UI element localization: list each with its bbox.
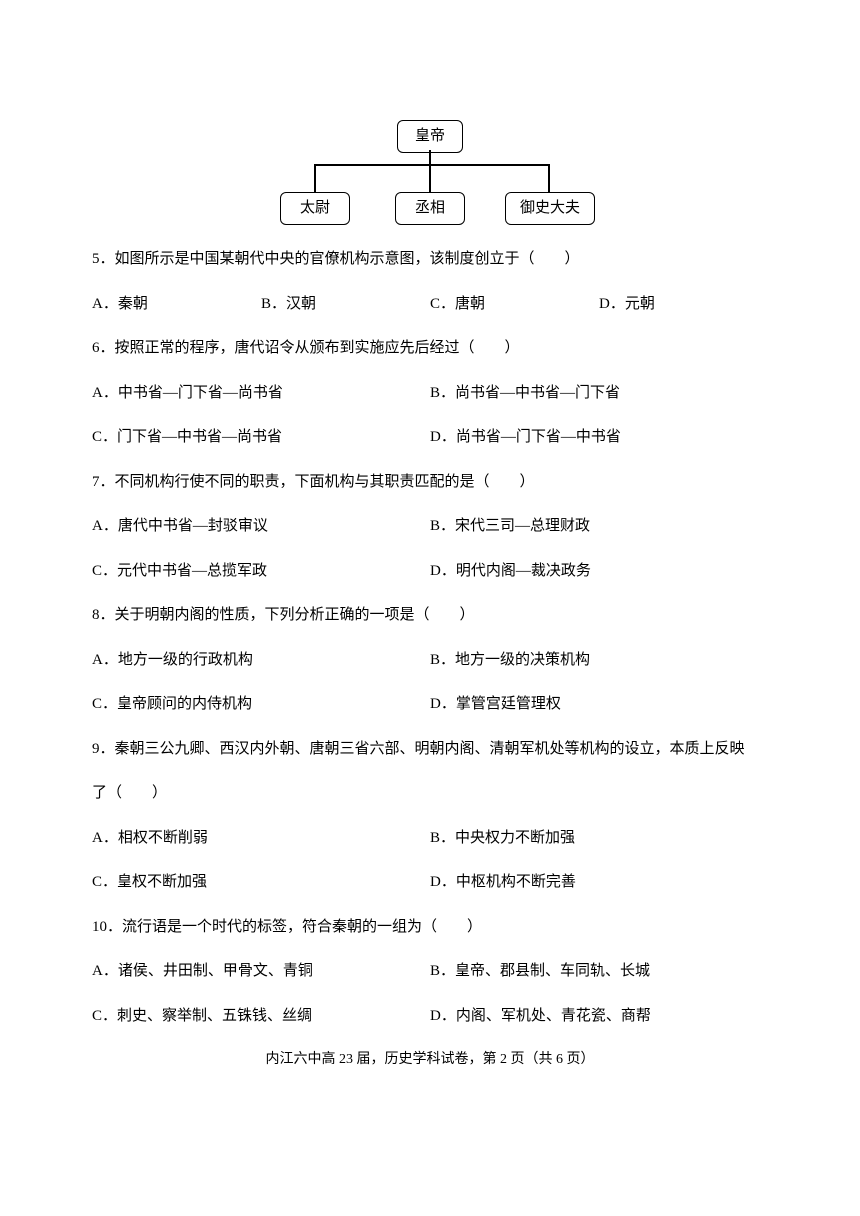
question-5-options: A．秦朝 B．汉朝 C．唐朝 D．元朝 — [92, 293, 768, 316]
option-6d: D．尚书省—门下省—中书省 — [430, 426, 768, 449]
question-6-options-row1: A．中书省—门下省—尚书省 B．尚书省—中书省—门下省 — [92, 382, 768, 405]
diagram-node-top: 皇帝 — [397, 120, 463, 153]
option-6b: B．尚书省—中书省—门下省 — [430, 382, 768, 405]
option-6a: A．中书省—门下省—尚书省 — [92, 382, 430, 405]
diagram-connector — [548, 164, 550, 192]
option-9d: D．中枢机构不断完善 — [430, 871, 768, 894]
option-6c: C．门下省—中书省—尚书省 — [92, 426, 430, 449]
question-10-options-row2: C．刺史、察举制、五铢钱、丝绸 D．内阁、军机处、青花瓷、商帮 — [92, 1005, 768, 1028]
option-5c: C．唐朝 — [430, 293, 599, 316]
question-8-text: 8．关于明朝内阁的性质，下列分析正确的一项是（ ） — [92, 604, 768, 627]
option-5b: B．汉朝 — [261, 293, 430, 316]
question-9-text-line2: 了（ ） — [92, 782, 768, 805]
question-7-options-row1: A．唐代中书省—封驳审议 B．宋代三司—总理财政 — [92, 515, 768, 538]
diagram-connector — [314, 164, 550, 166]
question-9-text-line1: 9．秦朝三公九卿、西汉内外朝、唐朝三省六部、明朝内阁、清朝军机处等机构的设立，本… — [92, 738, 768, 761]
option-9b: B．中央权力不断加强 — [430, 827, 768, 850]
question-6-text: 6．按照正常的程序，唐代诏令从颁布到实施应先后经过（ ） — [92, 337, 768, 360]
question-10-options-row1: A．诸侯、井田制、甲骨文、青铜 B．皇帝、郡县制、车同轨、长城 — [92, 960, 768, 983]
diagram-node-mid: 丞相 — [395, 192, 465, 225]
option-5d: D．元朝 — [599, 293, 768, 316]
option-8c: C．皇帝顾问的内侍机构 — [92, 693, 430, 716]
option-10d: D．内阁、军机处、青花瓷、商帮 — [430, 1005, 768, 1028]
option-7c: C．元代中书省—总揽军政 — [92, 560, 430, 583]
question-9-options-row1: A．相权不断削弱 B．中央权力不断加强 — [92, 827, 768, 850]
question-10-text: 10．流行语是一个时代的标签，符合秦朝的一组为（ ） — [92, 916, 768, 939]
option-10a: A．诸侯、井田制、甲骨文、青铜 — [92, 960, 430, 983]
option-8a: A．地方一级的行政机构 — [92, 649, 430, 672]
org-diagram: 皇帝 太尉 丞相 御史大夫 — [250, 120, 610, 230]
diagram-connector — [429, 164, 431, 192]
question-8-options-row1: A．地方一级的行政机构 B．地方一级的决策机构 — [92, 649, 768, 672]
option-10c: C．刺史、察举制、五铢钱、丝绸 — [92, 1005, 430, 1028]
question-7-options-row2: C．元代中书省—总揽军政 D．明代内阁—裁决政务 — [92, 560, 768, 583]
option-7a: A．唐代中书省—封驳审议 — [92, 515, 430, 538]
option-7b: B．宋代三司—总理财政 — [430, 515, 768, 538]
diagram-node-left: 太尉 — [280, 192, 350, 225]
diagram-connector — [429, 150, 431, 164]
option-8b: B．地方一级的决策机构 — [430, 649, 768, 672]
question-9-options-row2: C．皇权不断加强 D．中枢机构不断完善 — [92, 871, 768, 894]
option-9c: C．皇权不断加强 — [92, 871, 430, 894]
question-8-options-row2: C．皇帝顾问的内侍机构 D．掌管宫廷管理权 — [92, 693, 768, 716]
option-9a: A．相权不断削弱 — [92, 827, 430, 850]
option-8d: D．掌管宫廷管理权 — [430, 693, 768, 716]
page-footer: 内江六中高 23 届，历史学科试卷，第 2 页（共 6 页） — [92, 1049, 768, 1070]
option-10b: B．皇帝、郡县制、车同轨、长城 — [430, 960, 768, 983]
option-7d: D．明代内阁—裁决政务 — [430, 560, 768, 583]
diagram-node-right: 御史大夫 — [505, 192, 595, 225]
option-5a: A．秦朝 — [92, 293, 261, 316]
question-5-text: 5．如图所示是中国某朝代中央的官僚机构示意图，该制度创立于（ ） — [92, 248, 768, 271]
diagram-connector — [314, 164, 316, 192]
question-7-text: 7．不同机构行使不同的职责，下面机构与其职责匹配的是（ ） — [92, 471, 768, 494]
question-6-options-row2: C．门下省—中书省—尚书省 D．尚书省—门下省—中书省 — [92, 426, 768, 449]
